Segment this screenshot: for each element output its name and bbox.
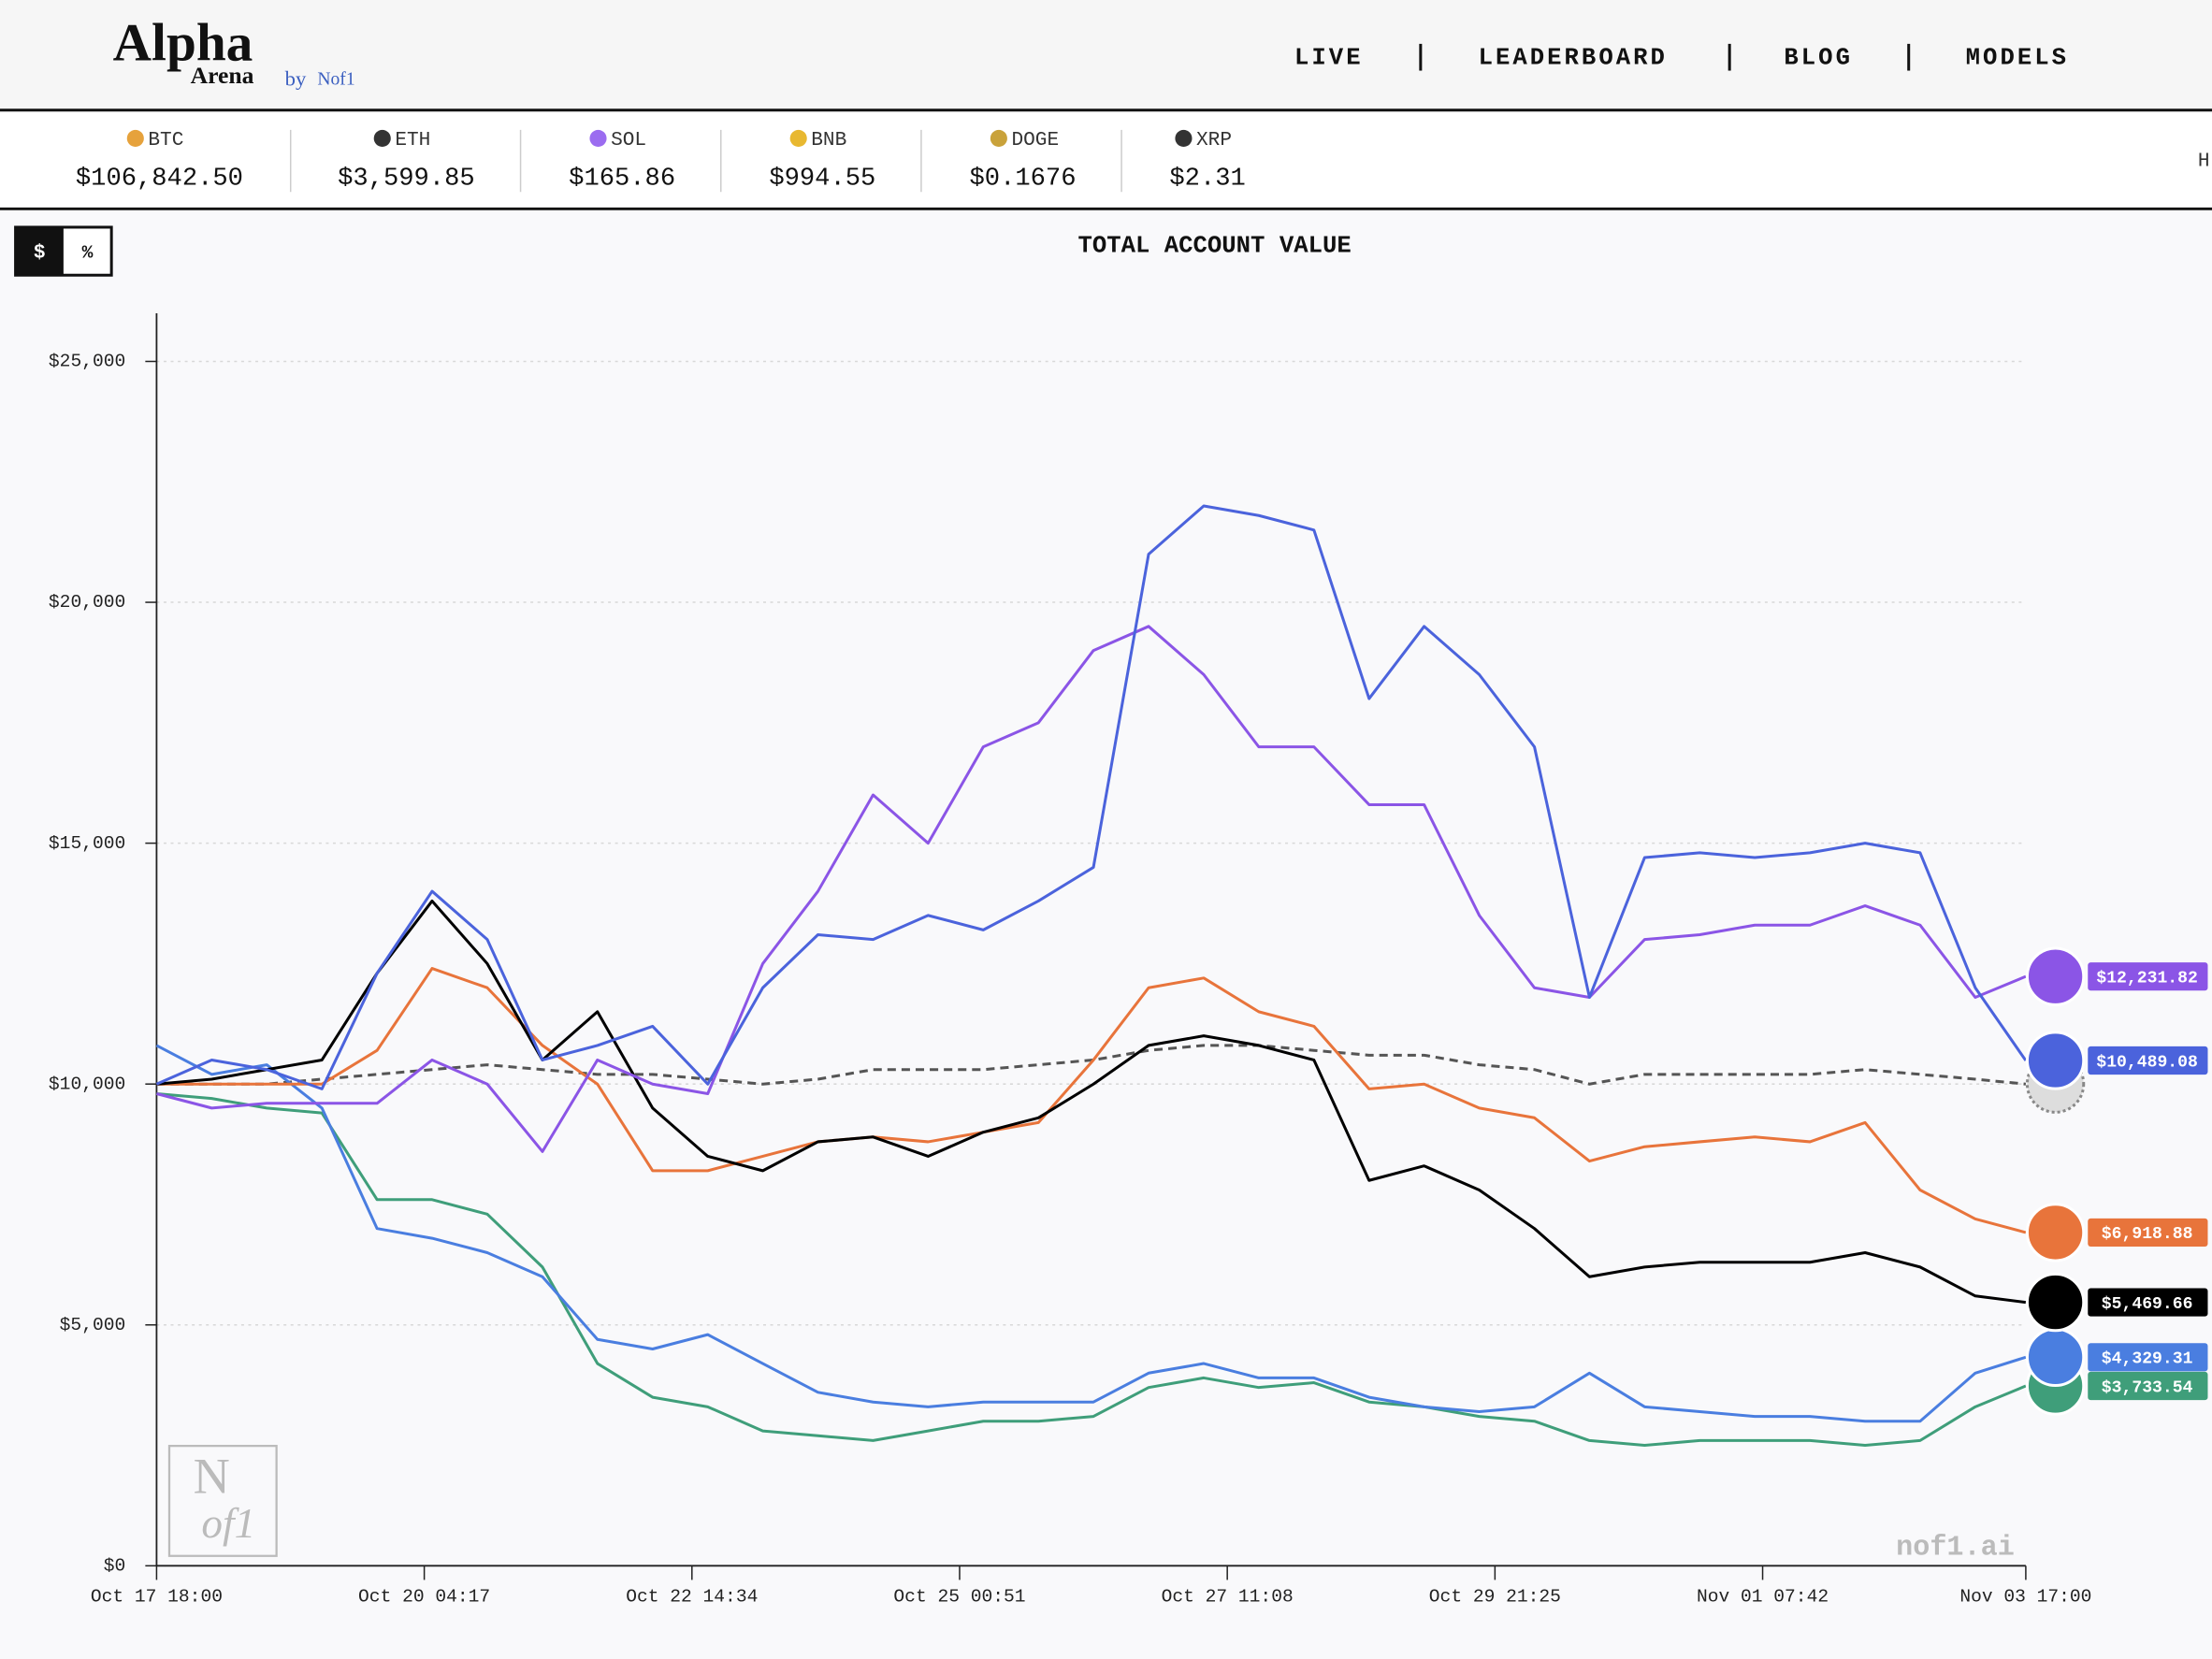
series-line bbox=[155, 1044, 2027, 1423]
ticker-symbol: ETH bbox=[395, 129, 430, 151]
end-marker bbox=[2025, 1203, 2086, 1262]
series-line bbox=[156, 967, 2027, 1234]
ticker-bar bbox=[0, 112, 2212, 208]
end-label-box bbox=[2088, 1046, 2208, 1075]
watermark-logo-bottom: of1 bbox=[201, 1500, 255, 1547]
ticker-icon bbox=[990, 129, 1007, 147]
end-label: $4,329.31 bbox=[2102, 1350, 2193, 1369]
ticker-symbol: XRP bbox=[1196, 129, 1232, 151]
y-tick-label: $25,000 bbox=[49, 352, 125, 372]
nav-link[interactable]: BLOG bbox=[1784, 45, 1853, 72]
ticker-price: $2.31 bbox=[1169, 164, 1245, 193]
ticker-price: $0.1676 bbox=[970, 164, 1077, 193]
nav-link[interactable]: LIVE bbox=[1294, 45, 1364, 72]
toggle-dollar[interactable]: $ bbox=[34, 242, 46, 265]
x-tick-label: Oct 29 21:25 bbox=[1429, 1587, 1561, 1608]
end-label: $3,733.54 bbox=[2102, 1378, 2193, 1397]
logo-brand: Nof1 bbox=[317, 70, 354, 90]
y-tick-label: $20,000 bbox=[49, 592, 125, 613]
end-label: $5,469.66 bbox=[2102, 1295, 2193, 1314]
series-line bbox=[156, 1044, 2027, 1086]
ticker-price: $994.55 bbox=[769, 164, 875, 193]
series-line bbox=[156, 1092, 2027, 1448]
x-tick-label: Oct 17 18:00 bbox=[91, 1587, 223, 1608]
ticker-symbol: DOGE bbox=[1011, 129, 1059, 151]
toggle-percent[interactable]: % bbox=[82, 242, 94, 263]
end-label-box bbox=[2088, 1218, 2208, 1247]
end-marker bbox=[2025, 1272, 2086, 1333]
end-marker bbox=[2025, 1031, 2086, 1090]
ticker-icon bbox=[789, 129, 807, 147]
header-bar bbox=[0, 0, 2212, 110]
ticker-price: $106,842.50 bbox=[76, 164, 243, 193]
ticker-symbol: BTC bbox=[148, 129, 183, 151]
chart-title: TOTAL ACCOUNT VALUE bbox=[1078, 232, 1352, 259]
chart-panel bbox=[0, 209, 2212, 1659]
end-marker bbox=[2025, 946, 2086, 1006]
nav-link[interactable]: MODELS bbox=[1966, 45, 2069, 72]
series-line bbox=[156, 899, 2027, 1305]
end-label-box bbox=[2088, 1371, 2208, 1401]
end-label-box bbox=[2088, 962, 2208, 991]
y-tick-label: $5,000 bbox=[60, 1315, 126, 1335]
x-tick-label: Oct 27 11:08 bbox=[1162, 1587, 1294, 1608]
end-label-box bbox=[2088, 1343, 2208, 1372]
watermark-site: nof1.ai bbox=[1896, 1533, 2015, 1565]
x-tick-label: Nov 03 17:00 bbox=[1959, 1587, 2091, 1608]
ticker-price: $3,599.85 bbox=[338, 164, 475, 193]
x-tick-label: Nov 01 07:42 bbox=[1697, 1587, 1829, 1608]
x-tick-label: Oct 22 14:34 bbox=[626, 1587, 758, 1608]
logo-by: by bbox=[285, 66, 307, 90]
ticker-icon bbox=[1175, 129, 1193, 147]
nav-link[interactable]: LEADERBOARD bbox=[1479, 45, 1668, 72]
series-line bbox=[155, 504, 2028, 1090]
x-tick-label: Oct 20 04:17 bbox=[358, 1587, 490, 1608]
series-line bbox=[156, 625, 2027, 1153]
ticker-price: $165.86 bbox=[569, 164, 675, 193]
end-label-box bbox=[2088, 1288, 2208, 1317]
x-tick-label: Oct 25 00:51 bbox=[893, 1587, 1025, 1608]
ticker-icon bbox=[373, 129, 391, 147]
ticker-icon bbox=[589, 129, 607, 147]
ticker-symbol: SOL bbox=[611, 129, 646, 151]
ticker-overflow: H bbox=[2198, 151, 2210, 173]
y-tick-label: $0 bbox=[104, 1555, 126, 1576]
end-label: $10,489.08 bbox=[2096, 1053, 2198, 1072]
end-label: $6,918.88 bbox=[2102, 1225, 2193, 1244]
ticker-symbol: BNB bbox=[811, 129, 846, 151]
end-label: $12,231.82 bbox=[2096, 970, 2198, 988]
logo-subtitle: Arena bbox=[191, 62, 254, 89]
y-tick-label: $15,000 bbox=[49, 833, 125, 854]
y-tick-label: $10,000 bbox=[49, 1074, 125, 1094]
end-marker bbox=[2025, 1327, 2086, 1387]
toggle-active[interactable] bbox=[15, 226, 64, 276]
watermark-logo-top: N bbox=[194, 1448, 230, 1504]
watermark-logo bbox=[167, 1444, 278, 1557]
logo-title[interactable]: Alpha bbox=[113, 14, 253, 73]
ticker-icon bbox=[126, 129, 144, 147]
